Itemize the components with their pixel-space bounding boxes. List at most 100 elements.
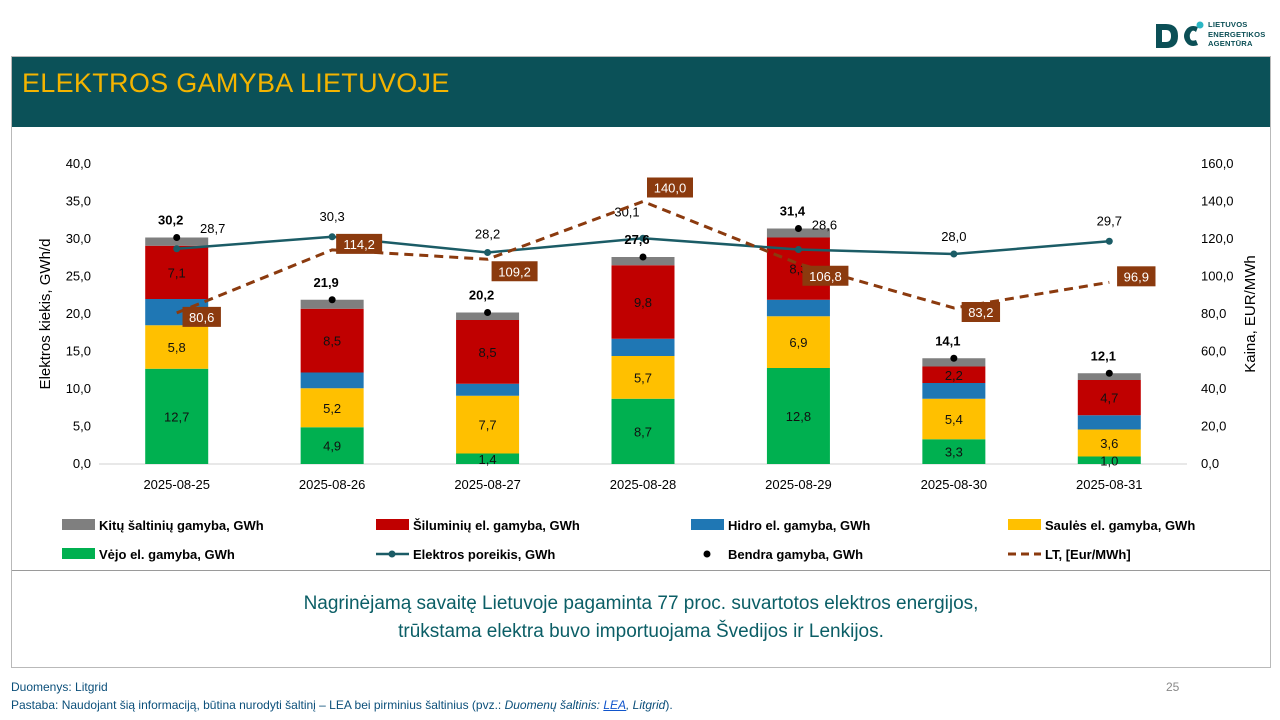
lea-logo: LIETUVOS ENERGETIKOS AGENTŪRA (1152, 18, 1272, 52)
bar-label-thermal: 7,1 (168, 265, 186, 280)
summary-line-1: Nagrinėjamą savaitę Lietuvoje pagaminta … (303, 593, 979, 614)
bar-label-thermal: 8,5 (479, 345, 497, 360)
lea-link[interactable]: LEA (603, 698, 626, 712)
demand-point (173, 245, 181, 253)
total-label: 14,1 (935, 333, 960, 348)
price-label: 96,9 (1124, 269, 1149, 284)
y-tick-label: 0,0 (73, 456, 91, 471)
logo-line-2: ENERGETIKOS (1208, 29, 1266, 39)
bar-solar (611, 356, 675, 399)
price-label: 140,0 (654, 181, 687, 196)
total-point (950, 354, 958, 362)
total-point (173, 234, 181, 241)
bar-label-thermal: 2,2 (945, 368, 963, 383)
demand-point (639, 234, 647, 242)
usage-note-italic: Duomenų šaltinis: (504, 698, 604, 712)
production-chart: 0,0 5,0 10,0 15,0 20,0 25,0 30,0 35,0 40,0 0,0 20,… (37, 156, 1259, 562)
price-label: 109,2 (498, 264, 531, 279)
bar-label-solar: 5,2 (323, 401, 341, 416)
data-source: Duomenys: Litgrid (11, 680, 108, 694)
summary-line-2: trūkstama elektra buvo importuojama Šved… (398, 621, 884, 642)
usage-note-text: Pastaba: Naudojant šią informaciją, būti… (11, 698, 505, 712)
total-point (1105, 369, 1113, 377)
demand-label: 28,6 (812, 218, 837, 233)
summary-text: Nagrinėjamą savaitę Lietuvoje pagaminta … (12, 590, 1270, 646)
bar-label-solar: 7,7 (479, 418, 497, 433)
bar-hydro (611, 338, 675, 356)
bar-wind (611, 398, 675, 464)
logo-text: LIETUVOS ENERGETIKOS AGENTŪRA (1208, 20, 1265, 49)
x-tick-label: 2025-08-30 (921, 477, 988, 492)
price-label-box (491, 261, 538, 282)
demand-point (484, 249, 492, 256)
chart-divider (12, 570, 1270, 571)
bar-other (766, 228, 830, 238)
price-line (176, 199, 1110, 315)
total-point (484, 309, 492, 316)
x-tick-label: 2025-08-27 (454, 477, 521, 492)
y2-tick-label: 40,0 (1201, 381, 1226, 396)
y2-tick-label: 0,0 (1201, 456, 1219, 471)
bar-other (145, 237, 209, 246)
bar-label-wind: 8,7 (634, 424, 652, 439)
lea-logo-icon (1156, 21, 1204, 48)
bar-hydro (766, 299, 830, 317)
demand-label: 28,2 (475, 227, 500, 242)
y2-tick-label: 80,0 (1201, 306, 1226, 321)
price-label: 114,2 (343, 237, 375, 252)
bar-thermal (456, 320, 520, 384)
demand-label: 29,7 (1097, 213, 1122, 228)
bar-other (922, 358, 986, 367)
demand-point (328, 233, 336, 241)
logo-line-3: AGENTŪRA (1208, 39, 1253, 49)
bar-wind (1077, 456, 1141, 464)
y-axis-title: Elektros kiekis, GWh/d (37, 239, 54, 390)
legend-swatch-solar (1008, 519, 1041, 530)
total-label: 27,6 (624, 232, 649, 247)
y-tick-label: 20,0 (66, 306, 91, 321)
total-label: 12,1 (1091, 348, 1116, 363)
usage-note: Pastaba: Naudojant šią informaciją, būti… (11, 698, 673, 712)
price-label-box (336, 233, 383, 254)
usage-note-end: ). (665, 698, 673, 712)
legend-swatch-total (703, 550, 711, 558)
total-label: 20,2 (469, 288, 494, 303)
bar-solar (300, 388, 364, 428)
price-label-box (182, 306, 221, 327)
bar-wind (922, 439, 986, 464)
y-tick-label: 40,0 (66, 156, 91, 171)
bar-label-wind: 4,9 (323, 439, 341, 454)
price-label-box (802, 265, 849, 286)
y2-tick-label: 100,0 (1201, 269, 1234, 284)
demand-label: 28,0 (941, 229, 966, 244)
legend-marker-demand (388, 550, 396, 558)
bar-wind (300, 427, 364, 464)
y-tick-label: 35,0 (66, 194, 91, 209)
y2-tick-label: 60,0 (1201, 344, 1226, 359)
demand-point (794, 246, 802, 253)
legend-label-wind: Vėjo el. gamyba, GWh (99, 547, 235, 562)
demand-label: 30,3 (319, 209, 344, 224)
y-tick-label: 15,0 (66, 344, 91, 359)
y2-axis-title: Kaina, EUR/MWh (1242, 255, 1259, 373)
bar-label-wind: 1,0 (1100, 453, 1118, 468)
bar-label-solar: 6,9 (789, 335, 807, 350)
bar-thermal (611, 265, 675, 339)
y-tick-label: 30,0 (66, 231, 91, 246)
bar-hydro (300, 372, 364, 389)
bar-solar (922, 398, 986, 440)
demand-point (1105, 237, 1113, 245)
total-label: 30,2 (158, 213, 183, 228)
price-label: 83,2 (968, 305, 993, 320)
bar-hydro (456, 383, 520, 396)
slide-frame (11, 56, 1271, 668)
total-point (328, 296, 336, 304)
total-point (794, 225, 802, 232)
bar-wind (766, 368, 830, 464)
bar-solar (456, 395, 520, 454)
demand-label: 28,7 (200, 221, 225, 236)
bar-thermal (145, 245, 209, 299)
x-tick-label: 2025-08-25 (143, 477, 210, 492)
bar-other (456, 312, 520, 320)
price-label: 80,6 (189, 310, 214, 325)
